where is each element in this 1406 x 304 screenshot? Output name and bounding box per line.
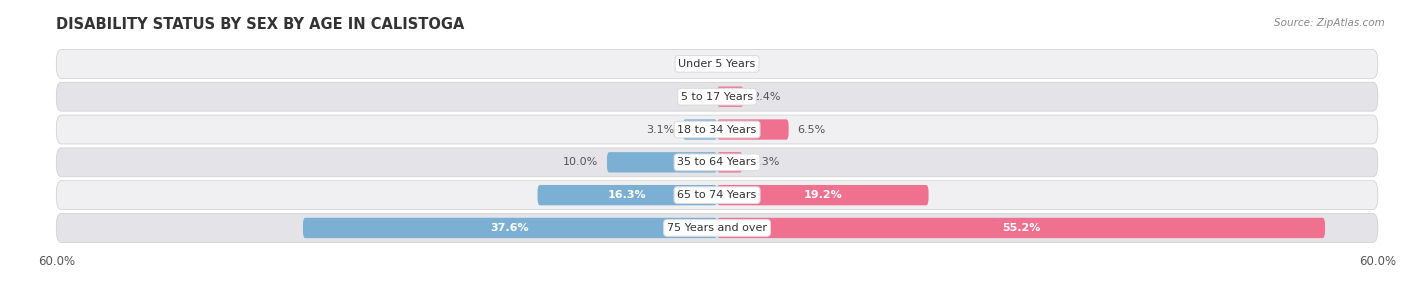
FancyBboxPatch shape [607,152,717,172]
FancyBboxPatch shape [56,82,1378,111]
Text: 5 to 17 Years: 5 to 17 Years [681,92,754,102]
Text: 2.4%: 2.4% [752,92,780,102]
Text: 75 Years and over: 75 Years and over [666,223,768,233]
Text: Source: ZipAtlas.com: Source: ZipAtlas.com [1274,18,1385,28]
FancyBboxPatch shape [56,115,1378,144]
FancyBboxPatch shape [56,50,1378,78]
FancyBboxPatch shape [537,185,717,205]
FancyBboxPatch shape [56,148,1378,177]
FancyBboxPatch shape [717,119,789,140]
FancyBboxPatch shape [717,185,928,205]
Text: 37.6%: 37.6% [491,223,529,233]
FancyBboxPatch shape [717,87,744,107]
Text: 2.3%: 2.3% [751,157,779,167]
Text: 3.1%: 3.1% [645,125,673,134]
Text: 65 to 74 Years: 65 to 74 Years [678,190,756,200]
Text: 0.0%: 0.0% [681,59,709,69]
Text: 16.3%: 16.3% [607,190,647,200]
Text: 0.0%: 0.0% [725,59,754,69]
FancyBboxPatch shape [56,213,1378,242]
FancyBboxPatch shape [717,152,742,172]
Text: Under 5 Years: Under 5 Years [679,59,755,69]
Text: 18 to 34 Years: 18 to 34 Years [678,125,756,134]
FancyBboxPatch shape [717,218,1324,238]
Text: 6.5%: 6.5% [797,125,825,134]
Text: 35 to 64 Years: 35 to 64 Years [678,157,756,167]
Text: 55.2%: 55.2% [1002,223,1040,233]
FancyBboxPatch shape [683,119,717,140]
Text: 0.0%: 0.0% [681,92,709,102]
Text: 19.2%: 19.2% [803,190,842,200]
Text: DISABILITY STATUS BY SEX BY AGE IN CALISTOGA: DISABILITY STATUS BY SEX BY AGE IN CALIS… [56,17,464,32]
Text: 10.0%: 10.0% [562,157,598,167]
FancyBboxPatch shape [56,181,1378,209]
FancyBboxPatch shape [302,218,717,238]
